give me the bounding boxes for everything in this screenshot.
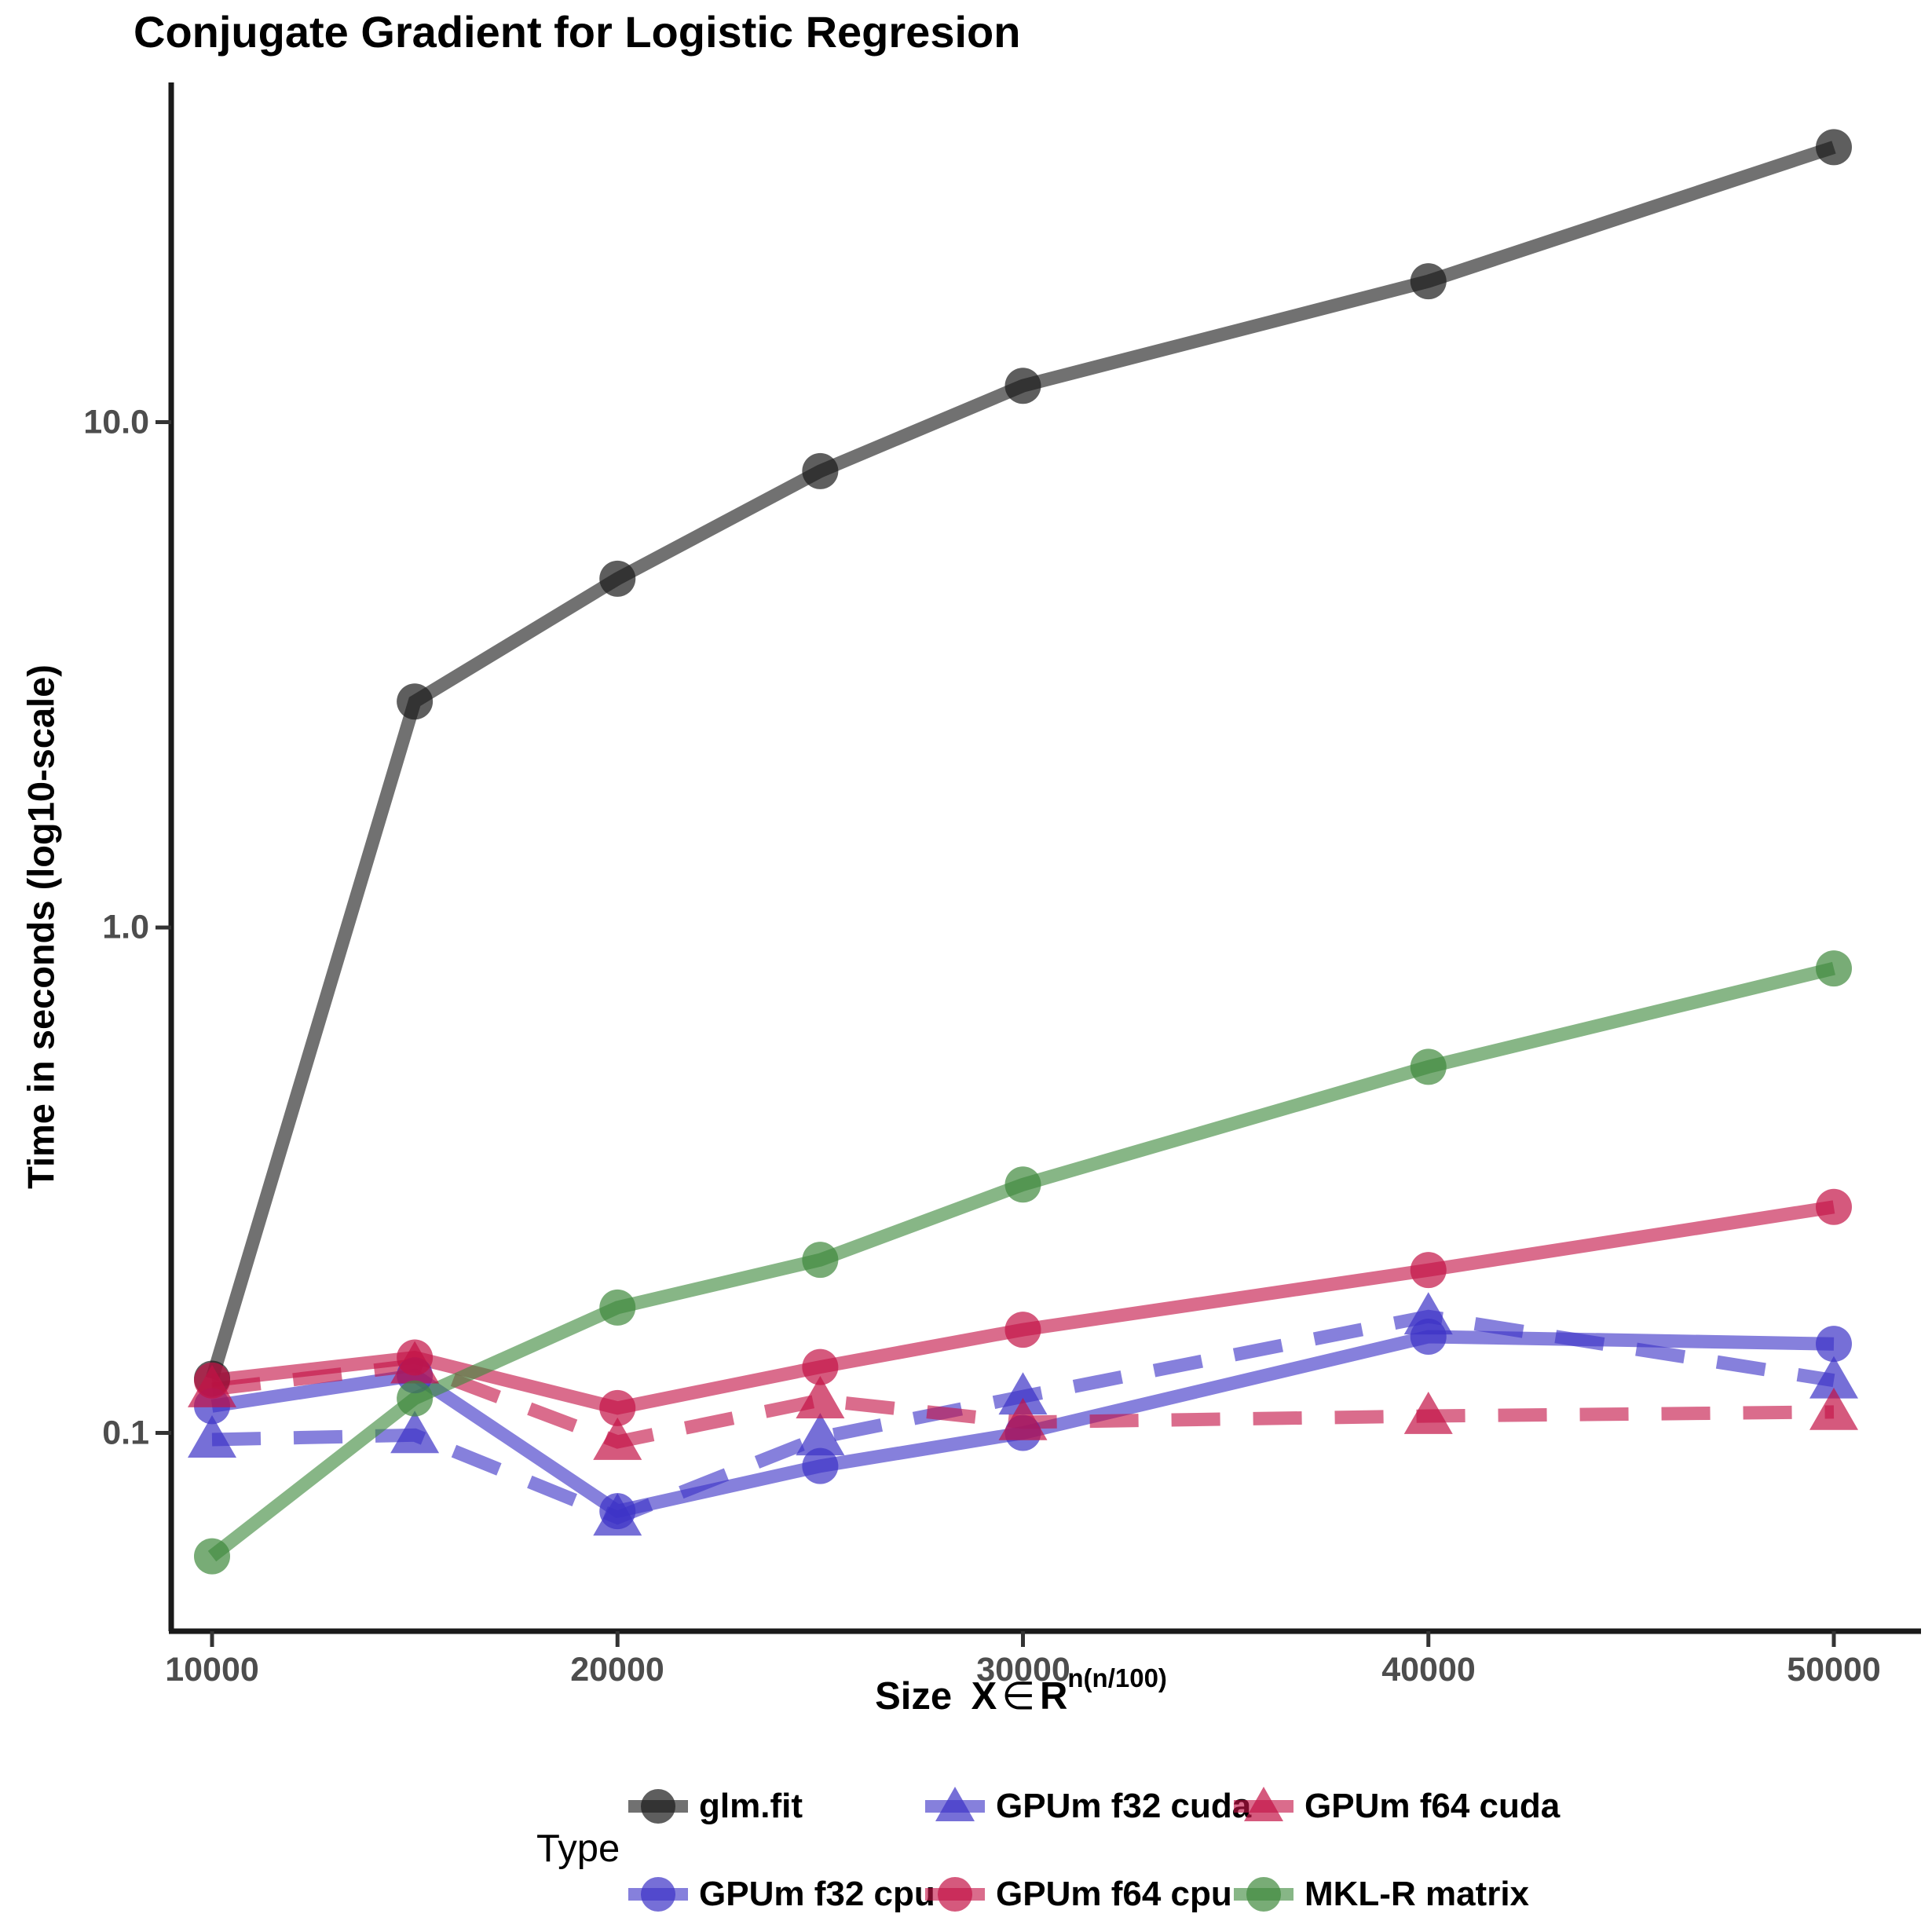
legend-label-gpum-f64-cuda: GPUm f64 cuda: [1304, 1787, 1561, 1825]
data-point-circle: [802, 1447, 839, 1484]
legend-key-gpum-f32-cuda: [925, 1787, 985, 1821]
data-point-triangle: [1403, 1292, 1453, 1335]
legend-label-glm-fit: glm.fit: [699, 1787, 803, 1825]
data-point-circle: [1816, 1326, 1852, 1363]
legend-key-gpum-f64-cuda: [1234, 1787, 1293, 1821]
x-axis-label: Size X ∈ Rn(n/100): [875, 1663, 1167, 1718]
x-axis-label-var: X: [971, 1675, 997, 1718]
data-point-triangle: [1403, 1391, 1453, 1434]
data-point-circle: [1004, 1166, 1041, 1203]
data-point-triangle: [1809, 1387, 1858, 1430]
data-point-circle: [1816, 129, 1852, 166]
data-point-circle: [397, 683, 434, 720]
x-axis-label-exponent: n(n/100): [1067, 1663, 1167, 1692]
data-point-circle: [802, 1242, 839, 1279]
legend-key-circle: [641, 1877, 675, 1912]
legend-entry-glm-fit: glm.fit: [628, 1780, 803, 1832]
legend-key-mkl-r-matrix: [1234, 1877, 1293, 1912]
data-point-triangle: [593, 1417, 642, 1460]
series-line-mkl-r-matrix: [207, 961, 1836, 1562]
legend-title: Type: [536, 1828, 620, 1870]
legend-key-gpum-f64-cpu: [925, 1877, 985, 1912]
x-tick-10000: 10000: [165, 1651, 259, 1689]
x-tick-30000: 30000: [976, 1651, 1070, 1689]
data-point-circle: [397, 1380, 434, 1417]
x-axis-label-prefix: Size: [875, 1675, 953, 1718]
legend-key-circle: [641, 1789, 675, 1824]
data-point-triangle: [998, 1397, 1048, 1440]
data-point-triangle: [390, 1411, 440, 1454]
data-point-circle: [802, 1348, 839, 1385]
x-axis-label-set: R: [1040, 1675, 1068, 1718]
x-tick-50000: 50000: [1787, 1651, 1881, 1689]
data-point-triangle: [998, 1372, 1048, 1415]
legend-key-glm-fit: [628, 1789, 688, 1824]
data-point-circle: [1410, 1252, 1447, 1289]
data-point-triangle: [1809, 1356, 1858, 1399]
chart-title: Conjugate Gradient for Logistic Regresio…: [134, 7, 1021, 57]
data-point-circle: [599, 1289, 636, 1326]
legend-entry-mkl-r-matrix: MKL-R matrix: [1234, 1868, 1529, 1920]
data-point-circle: [1816, 950, 1852, 987]
y-tick-1: 1.0: [102, 908, 149, 946]
data-point-circle: [1410, 263, 1447, 300]
data-point-triangle: [796, 1413, 845, 1456]
data-point-circle: [802, 452, 839, 489]
legend-key-triangle: [1244, 1787, 1283, 1821]
legend-key-circle: [938, 1877, 972, 1912]
y-tick-10: 10.0: [83, 403, 149, 441]
legend-key-gpum-f32-cpu: [628, 1877, 688, 1912]
x-tick-40000: 40000: [1381, 1651, 1476, 1689]
legend-label-gpum-f32-cpu: GPUm f32 cpu: [699, 1875, 935, 1913]
legend-entry-gpum-f32-cpu: GPUm f32 cpu: [628, 1868, 935, 1920]
y-tick-0-1: 0.1: [102, 1414, 149, 1452]
data-point-triangle: [593, 1493, 642, 1536]
data-point-triangle: [390, 1341, 440, 1384]
legend-label-mkl-r-matrix: MKL-R matrix: [1304, 1875, 1530, 1913]
data-point-circle: [1004, 1312, 1041, 1348]
data-point-circle: [599, 560, 636, 597]
data-point-circle: [1816, 1188, 1852, 1225]
x-tick-20000: 20000: [570, 1651, 664, 1689]
legend-entry-gpum-f64-cuda: GPUm f64 cuda: [1234, 1780, 1560, 1832]
element-of-symbol: ∈: [1001, 1675, 1036, 1718]
legend-label-gpum-f64-cpu: GPUm f64 cpu: [996, 1875, 1232, 1913]
legend-label-gpum-f32-cuda: GPUm f32 cuda: [996, 1787, 1252, 1825]
data-point-triangle: [188, 1364, 236, 1407]
data-point-circle: [194, 1538, 230, 1575]
legend-key-triangle: [935, 1787, 975, 1821]
data-point-triangle: [188, 1415, 236, 1458]
data-point-circle: [1004, 368, 1041, 404]
data-point-circle: [599, 1389, 636, 1426]
legend-entry-gpum-f32-cuda: GPUm f32 cuda: [925, 1780, 1251, 1832]
legend-key-circle: [1246, 1877, 1281, 1912]
data-point-circle: [1410, 1048, 1447, 1085]
data-point-triangle: [796, 1376, 845, 1418]
legend-entry-gpum-f64-cpu: GPUm f64 cpu: [925, 1868, 1232, 1920]
